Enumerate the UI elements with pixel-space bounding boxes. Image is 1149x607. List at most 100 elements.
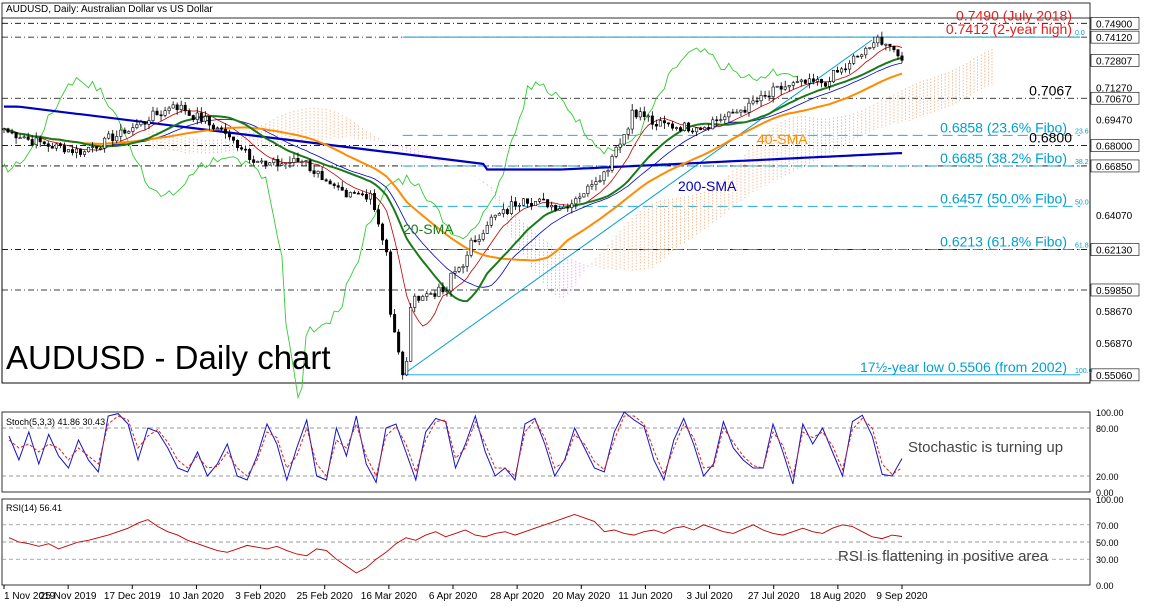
ichimoku-cloud	[148, 48, 993, 299]
x-tick-label: 27 Jul 2020	[748, 591, 800, 602]
candle-body	[727, 111, 731, 118]
candle-body	[244, 148, 248, 151]
candle-body	[622, 134, 626, 145]
candle-body	[819, 79, 823, 84]
candle-body	[62, 145, 66, 153]
y-tick-label: 0.59850	[1096, 286, 1133, 297]
y-tick-label: 0.62130	[1096, 246, 1133, 257]
sma200-line	[4, 105, 903, 171]
candle-body	[791, 82, 795, 86]
fibo-pct: 23.6	[1075, 128, 1089, 135]
sma200-label: 200-SMA	[678, 178, 737, 194]
osc-tick-label: 30.00	[1096, 555, 1119, 565]
candle-body	[538, 198, 542, 202]
candle-body	[691, 130, 695, 133]
panel-frame	[1, 2, 1091, 384]
candle-body	[590, 184, 594, 187]
candle-body	[437, 286, 441, 297]
candle-body	[602, 171, 606, 181]
candle-body	[316, 170, 320, 174]
x-tick-label: 10 Jan 2020	[169, 591, 224, 602]
candle-body	[429, 293, 433, 295]
candle-body	[211, 124, 215, 130]
candle-body	[328, 180, 332, 185]
osc-tick-label: 100.00	[1096, 408, 1124, 418]
candle-body	[856, 55, 860, 58]
candle-body	[385, 239, 389, 253]
level-label: 0.7067	[1029, 82, 1072, 98]
candle-body	[493, 214, 497, 218]
candle-body	[771, 86, 775, 97]
y-tick-label: 0.64070	[1096, 211, 1133, 222]
candle-body	[779, 85, 783, 90]
candle-body	[840, 68, 844, 73]
candle-body	[530, 203, 534, 207]
price-tag	[1090, 30, 1140, 44]
candle-body	[783, 86, 787, 90]
candle-body	[30, 139, 34, 145]
candle-body	[332, 183, 336, 186]
candle-body	[711, 119, 715, 130]
candle-body	[513, 201, 517, 207]
osc-line	[8, 514, 903, 574]
level-label: 0.7490 (July 2018)	[956, 7, 1072, 23]
candle-body	[344, 189, 348, 198]
price-tag	[1090, 368, 1140, 382]
candle-body	[292, 157, 296, 163]
rsi-title: RSI(14) 56.41	[6, 503, 62, 513]
candle-body	[46, 143, 50, 147]
candle-body	[87, 146, 91, 153]
candle-body	[799, 79, 803, 82]
x-tick-label: 17 Dec 2019	[104, 591, 161, 602]
sma20-line	[3, 56, 903, 303]
candle-body	[687, 122, 691, 132]
candle-body	[630, 109, 634, 130]
candle-body	[372, 193, 376, 211]
fibo-pct: 100.0	[1075, 368, 1093, 375]
panel-frame	[1, 411, 1091, 493]
candle-body	[501, 209, 505, 214]
candle-body	[815, 79, 819, 82]
x-tick-label: 28 Apr 2020	[490, 591, 544, 602]
candle-body	[703, 127, 707, 131]
x-tick-label: 18 Aug 2020	[810, 591, 867, 602]
candle-body	[465, 254, 469, 267]
candle-body	[219, 127, 223, 130]
chart-title: AUDUSD, Daily: Australian Dollar vs US D…	[6, 4, 213, 15]
candle-body	[823, 82, 827, 87]
candle-body	[364, 193, 368, 200]
sma40-label: 40-SMA	[757, 131, 808, 147]
candle-body	[413, 295, 417, 308]
osc-tick-label: 50.00	[1096, 538, 1119, 548]
candle-body	[868, 47, 872, 49]
oscillator-lines	[2, 411, 1090, 574]
candle-body	[22, 136, 26, 139]
candle-body	[83, 151, 87, 155]
candle-body	[348, 192, 352, 198]
x-tick-label: 25 Feb 2020	[297, 591, 354, 602]
candle-body	[34, 137, 38, 145]
candle-body	[131, 127, 135, 132]
x-tick-label: 16 Mar 2020	[361, 591, 418, 602]
candle-body	[18, 137, 22, 139]
y-tick-label: 0.72807	[1096, 56, 1133, 67]
candle-body	[167, 107, 171, 111]
candle-body	[485, 225, 489, 234]
candle-body	[223, 128, 227, 134]
candle-body	[312, 170, 316, 174]
candle-body	[264, 160, 268, 166]
y-tick-label: 0.74120	[1096, 33, 1133, 44]
tenkan-line	[3, 45, 903, 327]
sma20-label: 20-SMA	[403, 221, 454, 237]
osc-tick-label: 0.00	[1096, 581, 1114, 591]
candle-body	[171, 104, 175, 109]
candle-body	[421, 296, 425, 301]
level-label: 0.6800	[1029, 130, 1072, 146]
fibo-label: 0.6685 (38.2% Fibo)	[940, 150, 1067, 166]
candle-body	[638, 111, 642, 118]
candle-body	[417, 295, 421, 301]
candle-body	[139, 121, 143, 126]
osc-tick-label: 70.00	[1096, 521, 1119, 531]
candle-body	[54, 143, 58, 149]
candle-body	[683, 122, 687, 131]
